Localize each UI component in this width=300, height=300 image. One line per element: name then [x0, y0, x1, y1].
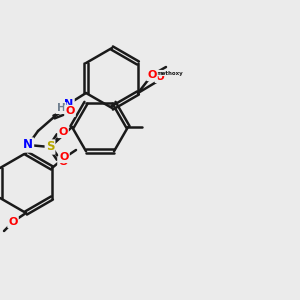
- Text: H: H: [57, 103, 65, 113]
- Text: O: O: [58, 127, 68, 137]
- Text: O: O: [156, 72, 164, 82]
- Text: N: N: [64, 99, 74, 109]
- Text: O: O: [58, 157, 68, 167]
- Text: N: N: [23, 139, 33, 152]
- Text: O: O: [59, 152, 69, 162]
- Text: O: O: [8, 217, 18, 227]
- Text: S: S: [46, 140, 54, 154]
- Text: O: O: [147, 70, 157, 80]
- Text: O: O: [65, 106, 75, 116]
- Text: methoxy: methoxy: [157, 70, 183, 76]
